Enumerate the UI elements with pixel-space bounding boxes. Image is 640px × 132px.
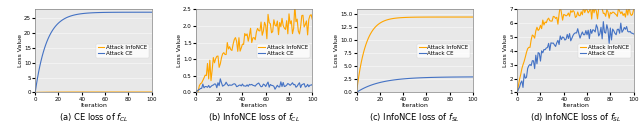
Attack CE <box>222 81 230 83</box>
Legend: Attack InfoNCE, Attack CE: Attack InfoNCE, Attack CE <box>96 44 149 58</box>
Attack CE <box>382 81 390 82</box>
Y-axis label: Loss Value: Loss Value <box>333 34 339 67</box>
Attack InfoNCE <box>630 9 637 10</box>
Attack InfoNCE <box>568 11 576 13</box>
Attack InfoNCE <box>513 92 521 93</box>
Attack InfoNCE <box>308 18 316 20</box>
Attack InfoNCE <box>40 91 47 93</box>
Attack CE <box>469 76 477 78</box>
Attack CE <box>522 77 529 79</box>
Attack CE <box>440 76 447 78</box>
Attack CE <box>216 78 224 80</box>
Attack CE <box>275 86 282 88</box>
Attack InfoNCE <box>361 48 369 49</box>
Attack InfoNCE <box>192 92 200 93</box>
Text: (a) CE loss of $f_{CL}$: (a) CE loss of $f_{CL}$ <box>59 112 128 124</box>
Attack InfoNCE <box>200 77 208 79</box>
Attack InfoNCE <box>353 92 360 93</box>
Attack InfoNCE <box>291 4 299 6</box>
Attack InfoNCE <box>406 16 414 18</box>
Attack CE <box>353 92 360 93</box>
Attack CE <box>434 76 442 78</box>
Attack CE <box>113 11 120 13</box>
Attack InfoNCE <box>382 20 390 21</box>
Text: (d) InfoNCE loss of $f_{SL}$: (d) InfoNCE loss of $f_{SL}$ <box>529 112 621 124</box>
Attack CE <box>60 18 68 20</box>
Line: Attack CE: Attack CE <box>517 22 634 92</box>
Attack InfoNCE <box>31 92 39 93</box>
Attack InfoNCE <box>440 16 447 18</box>
Attack InfoNCE <box>584 12 592 14</box>
Text: (c) InfoNCE loss of $f_{SL}$: (c) InfoNCE loss of $f_{SL}$ <box>369 112 460 124</box>
Attack InfoNCE <box>101 91 109 93</box>
Attack InfoNCE <box>422 16 430 18</box>
Attack CE <box>630 33 637 35</box>
Attack InfoNCE <box>279 25 287 26</box>
Attack CE <box>31 92 39 93</box>
Line: Attack CE: Attack CE <box>356 77 473 92</box>
Attack InfoNCE <box>596 7 604 9</box>
Line: Attack InfoNCE: Attack InfoNCE <box>196 5 312 92</box>
Attack CE <box>40 51 47 53</box>
X-axis label: Iteration: Iteration <box>241 103 268 108</box>
Attack InfoNCE <box>543 22 550 23</box>
Attack CE <box>308 84 316 85</box>
Attack CE <box>567 40 575 42</box>
Attack CE <box>200 87 208 89</box>
Attack CE <box>422 77 430 78</box>
Legend: Attack InfoNCE, Attack CE: Attack InfoNCE, Attack CE <box>417 44 470 58</box>
Line: Attack CE: Attack CE <box>35 12 152 92</box>
Y-axis label: Loss Value: Loss Value <box>18 34 22 67</box>
X-axis label: Iteration: Iteration <box>562 103 589 108</box>
Attack CE <box>595 35 602 37</box>
Attack CE <box>85 12 93 14</box>
Attack CE <box>118 11 126 13</box>
Attack CE <box>583 34 591 36</box>
Attack InfoNCE <box>221 54 229 55</box>
Y-axis label: Loss Value: Loss Value <box>503 34 508 67</box>
Attack InfoNCE <box>556 5 564 7</box>
Attack InfoNCE <box>148 91 156 93</box>
Attack CE <box>361 87 369 89</box>
Attack CE <box>543 47 550 49</box>
Attack CE <box>602 32 609 34</box>
X-axis label: Iteration: Iteration <box>401 103 428 108</box>
Attack InfoNCE <box>602 15 609 17</box>
Legend: Attack InfoNCE, Attack CE: Attack InfoNCE, Attack CE <box>578 44 631 58</box>
Attack InfoNCE <box>434 16 442 18</box>
Attack CE <box>101 12 109 13</box>
Attack InfoNCE <box>118 91 126 93</box>
Attack InfoNCE <box>60 91 68 93</box>
Y-axis label: Loss Value: Loss Value <box>177 34 182 67</box>
X-axis label: Iteration: Iteration <box>80 103 107 108</box>
Attack InfoNCE <box>246 35 253 36</box>
Legend: Attack InfoNCE, Attack CE: Attack InfoNCE, Attack CE <box>257 44 310 58</box>
Text: (b) InfoNCE loss of $f_{CL}$: (b) InfoNCE loss of $f_{CL}$ <box>208 112 300 124</box>
Attack InfoNCE <box>262 25 269 26</box>
Attack InfoNCE <box>113 91 120 93</box>
Attack InfoNCE <box>522 56 529 58</box>
Attack CE <box>513 92 521 93</box>
Attack CE <box>263 83 271 85</box>
Attack CE <box>406 78 414 79</box>
Line: Attack InfoNCE: Attack InfoNCE <box>356 17 473 92</box>
Attack InfoNCE <box>273 20 281 22</box>
Line: Attack CE: Attack CE <box>196 79 312 92</box>
Attack CE <box>247 84 255 86</box>
Attack CE <box>192 92 200 93</box>
Attack InfoNCE <box>469 16 477 18</box>
Attack CE <box>600 21 607 22</box>
Attack InfoNCE <box>85 91 93 93</box>
Line: Attack InfoNCE: Attack InfoNCE <box>517 6 634 92</box>
Attack CE <box>148 11 156 13</box>
Attack CE <box>280 86 288 87</box>
